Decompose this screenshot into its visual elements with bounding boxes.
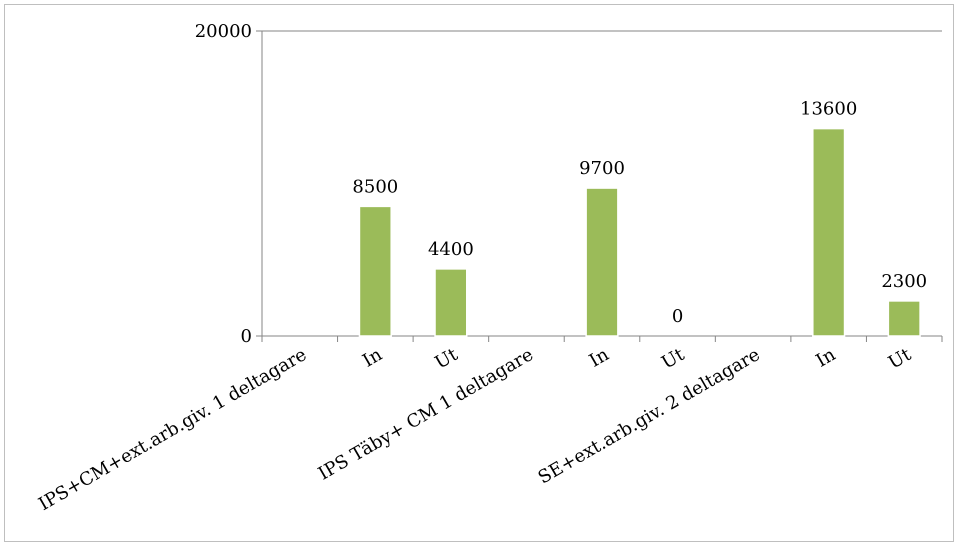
x-tick-label: In <box>586 344 613 372</box>
x-tick-label: Ut <box>885 344 916 374</box>
y-tick-label: 20000 <box>195 21 252 42</box>
y-tick-labels: 0 20000 <box>195 21 252 347</box>
bar <box>358 205 392 337</box>
x-tick-label: SE+ext.arb.giv. 2 deltagare <box>535 344 764 488</box>
data-label: 8500 <box>352 176 398 197</box>
y-tick-label: 0 <box>241 326 252 347</box>
data-label: 4400 <box>428 239 474 260</box>
x-tick-label: In <box>812 344 839 372</box>
data-label: 2300 <box>881 271 927 292</box>
x-tick-label: In <box>359 344 386 372</box>
data-label: 0 <box>672 306 683 327</box>
bars <box>358 127 921 337</box>
chart-frame <box>4 4 954 542</box>
data-labels: 8500 4400 9700 0 13600 2300 <box>352 99 927 327</box>
x-tick-label: Ut <box>431 344 462 374</box>
x-tick-label: Ut <box>658 344 689 374</box>
bar <box>887 300 921 337</box>
bar <box>585 187 619 337</box>
bar <box>812 127 846 337</box>
bar <box>434 268 468 337</box>
data-label: 9700 <box>579 158 625 179</box>
data-label: 13600 <box>800 99 857 120</box>
x-tick-label: IPS+CM+ext.arb.giv. 1 deltagare <box>35 344 310 515</box>
x-tick-label: IPS Täby+ CM 1 deltagare <box>315 344 537 484</box>
